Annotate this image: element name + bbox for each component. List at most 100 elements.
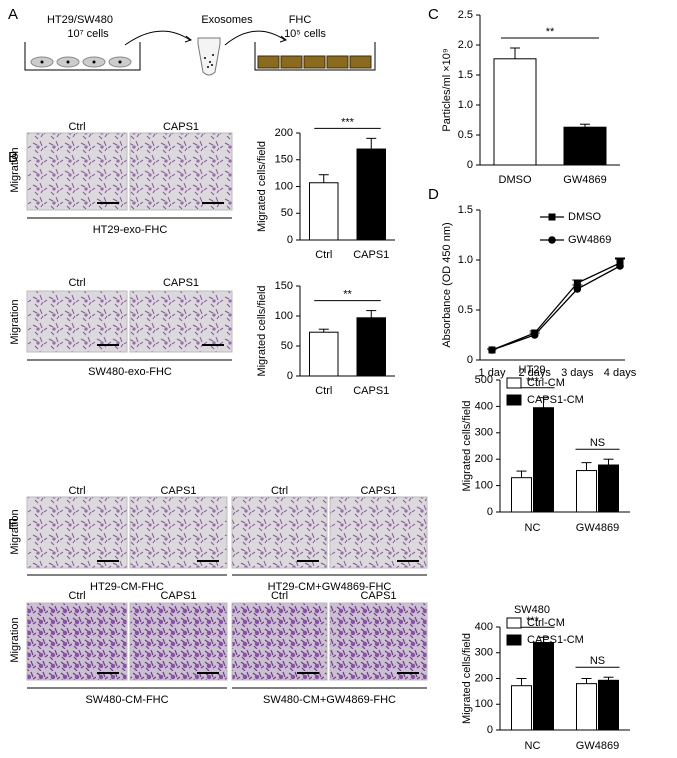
tube xyxy=(197,37,221,76)
bar xyxy=(598,679,619,731)
y-axis-label: Migrated cells/field xyxy=(461,633,473,724)
x-tick-label: 1 day xyxy=(479,367,506,379)
y-tick-label: 0 xyxy=(487,506,493,518)
y-tick-label: 100 xyxy=(475,480,493,492)
bar xyxy=(356,317,386,377)
transfer-label: Exosomes xyxy=(201,14,253,26)
micrograph xyxy=(129,602,228,681)
arrow xyxy=(124,30,191,46)
chart-title: SW480 xyxy=(514,604,550,616)
marker xyxy=(573,285,582,293)
bar xyxy=(576,683,597,731)
line xyxy=(491,265,621,351)
panel-label: C xyxy=(428,6,439,23)
column-label: CAPS1 xyxy=(360,485,396,497)
legend-marker xyxy=(548,213,556,221)
y-tick-label: 1.0 xyxy=(458,99,473,111)
row-label: Migration xyxy=(9,299,21,344)
y-axis-label: Migrated cells/field xyxy=(461,400,473,491)
micrograph xyxy=(329,602,428,681)
bar xyxy=(493,58,537,166)
significance-label: NS xyxy=(590,437,605,449)
legend-label: GW4869 xyxy=(568,234,611,246)
bar xyxy=(563,126,607,166)
x-tick-label: 4 days xyxy=(604,367,637,379)
y-tick-label: 0 xyxy=(467,354,473,366)
column-label: CAPS1 xyxy=(163,121,199,133)
significance-label: *** xyxy=(526,615,540,627)
bar xyxy=(309,182,339,241)
caption: HT29-CM+GW4869-FHC xyxy=(268,581,392,593)
column-label: Ctrl xyxy=(68,121,85,133)
y-tick-label: 200 xyxy=(475,672,493,684)
micrograph xyxy=(129,290,233,353)
well xyxy=(24,42,141,71)
column-label: Ctrl xyxy=(271,485,288,497)
legend-swatch xyxy=(506,617,522,629)
legend-swatch xyxy=(506,377,522,389)
line xyxy=(491,262,621,351)
y-axis-label: Migrated cells/field xyxy=(256,285,268,376)
column-label: CAPS1 xyxy=(160,590,196,602)
micrograph xyxy=(129,132,233,211)
micrograph xyxy=(26,290,128,353)
panel-label: B xyxy=(8,149,18,166)
x-tick-label: NC xyxy=(525,522,541,534)
bar xyxy=(511,477,532,513)
caption: SW480-CM-FHC xyxy=(85,694,168,706)
y-tick-label: 150 xyxy=(275,280,293,292)
y-tick-label: 400 xyxy=(475,621,493,633)
legend-label: Ctrl-CM xyxy=(527,617,565,629)
legend-label: Ctrl-CM xyxy=(527,377,565,389)
bar xyxy=(598,464,619,513)
y-tick-label: 1.5 xyxy=(458,204,473,216)
micrograph xyxy=(26,132,128,211)
arrow xyxy=(224,30,286,46)
legend-label: CAPS1-CM xyxy=(527,394,584,406)
column-label: CAPS1 xyxy=(163,277,199,289)
significance-label: *** xyxy=(341,116,355,128)
caption: SW480-CM+GW4869-FHC xyxy=(263,694,396,706)
x-tick-label: Ctrl xyxy=(315,385,332,397)
y-tick-label: 200 xyxy=(475,453,493,465)
significance-label: NS xyxy=(590,655,605,667)
caption: SW480-exo-FHC xyxy=(88,366,172,378)
marker xyxy=(488,346,496,354)
panel-label: E xyxy=(8,516,18,533)
panel-label: A xyxy=(8,6,18,23)
y-tick-label: 1.0 xyxy=(458,254,473,266)
column-label: Ctrl xyxy=(271,590,288,602)
cell-row xyxy=(30,56,132,68)
bar xyxy=(533,407,554,513)
marker xyxy=(616,262,624,270)
legend-label: CAPS1-CM xyxy=(527,634,584,646)
legend-swatch xyxy=(506,394,522,406)
y-tick-label: 100 xyxy=(475,698,493,710)
x-tick-label: Ctrl xyxy=(315,249,332,261)
y-tick-label: 0 xyxy=(287,370,293,382)
x-tick-label: GW4869 xyxy=(576,740,619,752)
micrograph xyxy=(129,496,228,569)
micrograph xyxy=(231,602,328,681)
bar xyxy=(533,641,554,731)
y-tick-label: 1.5 xyxy=(458,69,473,81)
row-label: Migration xyxy=(9,147,21,192)
x-tick-label: GW4869 xyxy=(563,174,606,186)
x-tick-label: GW4869 xyxy=(576,522,619,534)
significance-label: ** xyxy=(546,26,555,38)
y-tick-label: 100 xyxy=(275,180,293,192)
source-cells: 10⁷ cells xyxy=(67,28,109,40)
legend-swatch xyxy=(506,634,522,646)
x-tick-label: CAPS1 xyxy=(353,385,389,397)
legend-marker xyxy=(548,236,556,244)
micrograph xyxy=(26,496,128,569)
y-axis-label: Migrated cells/field xyxy=(256,141,268,232)
well xyxy=(254,42,376,71)
micrograph xyxy=(329,496,428,569)
column-label: Ctrl xyxy=(68,485,85,497)
bar xyxy=(511,685,532,731)
source-label: HT29/SW480 xyxy=(47,14,113,26)
diagram: HT29/SW480 10⁷ cells Exosomes FHC 10⁵ ce… xyxy=(24,14,376,76)
column-label: Ctrl xyxy=(68,590,85,602)
